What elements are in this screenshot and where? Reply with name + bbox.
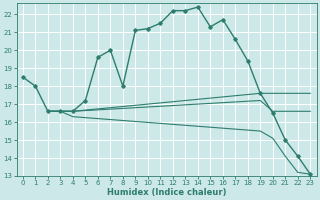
X-axis label: Humidex (Indice chaleur): Humidex (Indice chaleur): [107, 188, 226, 197]
